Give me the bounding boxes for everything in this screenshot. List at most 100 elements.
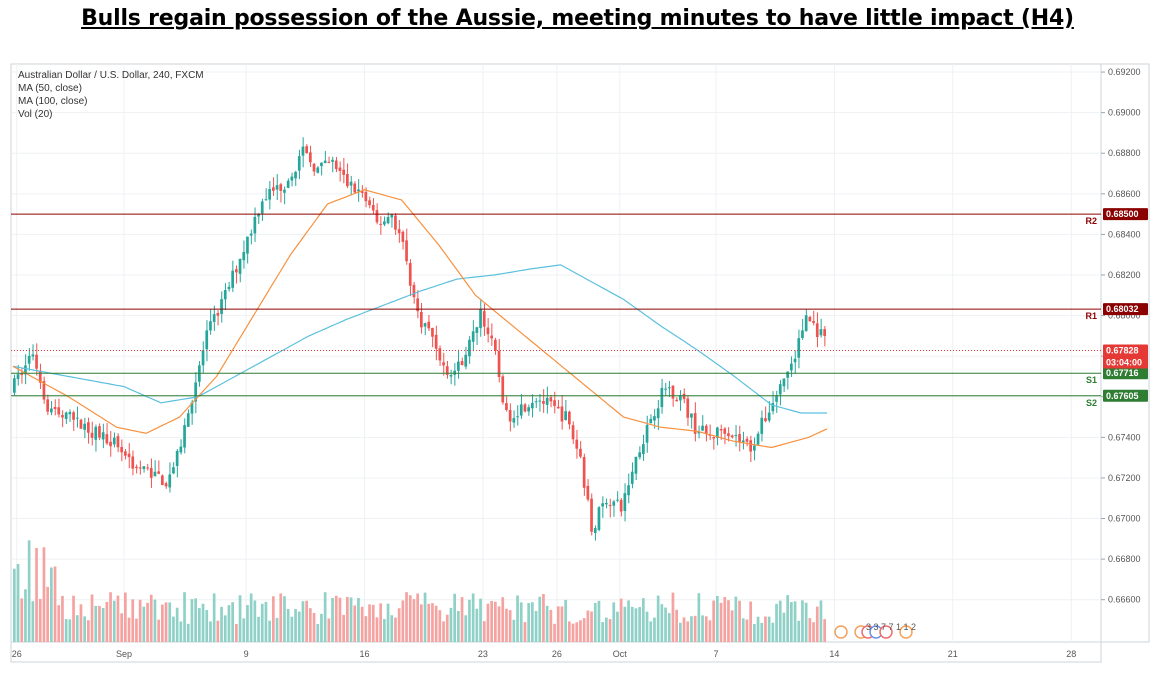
event-flag-icon[interactable]	[834, 625, 848, 639]
candle-body	[286, 180, 290, 188]
volume-bar	[172, 616, 175, 642]
volume-bar	[760, 622, 764, 642]
y-tick-label: 0.67400	[1108, 432, 1141, 442]
candle-body	[290, 176, 294, 181]
x-tick-label: 14	[829, 649, 839, 659]
volume-bar	[83, 616, 86, 642]
volume-bar	[793, 601, 797, 642]
volume-bar	[434, 605, 438, 642]
candle-body	[223, 290, 227, 300]
volume-bar	[379, 603, 382, 642]
volume-bar	[186, 623, 190, 642]
volume-bar	[46, 586, 49, 642]
volume-bar	[682, 617, 686, 642]
candle-body	[623, 493, 627, 511]
y-tick-label: 0.67000	[1108, 514, 1141, 524]
candle-body	[368, 200, 371, 206]
volume-bar	[675, 609, 678, 642]
volume-bar	[738, 600, 741, 642]
y-tick-label: 0.67200	[1108, 473, 1141, 483]
volume-bar	[297, 611, 301, 642]
candle-body	[612, 501, 616, 506]
candle-body	[560, 406, 564, 422]
candle-body	[516, 416, 519, 418]
volume-bar	[775, 603, 778, 642]
candle-body	[671, 385, 675, 399]
candle-body	[349, 181, 353, 186]
volume-bar	[168, 602, 172, 642]
volume-bar	[312, 612, 316, 642]
volume-bar	[205, 609, 209, 642]
volume-bar	[464, 615, 468, 642]
candle-body	[338, 167, 342, 171]
volume-bar	[564, 599, 567, 642]
candle-body	[778, 384, 782, 395]
candle-body	[364, 191, 368, 202]
volume-bar	[808, 618, 812, 642]
candle-body	[408, 263, 412, 286]
candle-body	[734, 435, 738, 437]
volume-bar	[586, 610, 590, 642]
event-markers[interactable]: 3 3 7 7 1 1 2	[834, 622, 916, 639]
event-flag-icon[interactable]	[879, 625, 893, 639]
event-flag-icon[interactable]	[899, 625, 913, 639]
volume-bar	[268, 620, 271, 642]
candle-body	[619, 499, 623, 512]
candle-body	[401, 231, 405, 242]
volume-bar	[223, 615, 227, 642]
volume-bar	[249, 593, 253, 642]
candle-body	[730, 435, 734, 438]
volume-bar	[334, 595, 338, 642]
candle-body	[719, 429, 723, 431]
candle-body	[153, 471, 157, 477]
x-tick-labels: 26 Sep 9 16 23 26 Oct 7 14 21 28	[12, 649, 1077, 659]
volume-bar	[764, 616, 767, 642]
volume-bar	[386, 603, 390, 642]
candle-body	[235, 269, 238, 273]
candle-body	[390, 214, 394, 218]
candle-body	[216, 313, 220, 316]
volume-bar	[301, 601, 305, 642]
candle-body	[331, 159, 334, 162]
candle-body	[105, 434, 109, 444]
level-name-s1: S1	[1086, 375, 1097, 385]
candle-body	[508, 409, 512, 422]
volume-bar	[823, 619, 826, 642]
candle-body	[660, 387, 664, 408]
volume-bar	[568, 621, 571, 642]
candle-body	[138, 467, 142, 469]
candle-body	[27, 355, 31, 364]
candle-body	[149, 467, 153, 478]
volume-bar	[560, 606, 564, 642]
volume-bar	[431, 603, 434, 642]
price-tags: 0.68500 0.68032 0.67716 0.67605 0.67828 03:04…	[1103, 208, 1148, 402]
volume-bar	[164, 602, 168, 642]
candle-body	[98, 426, 101, 438]
volume-bar	[723, 597, 727, 642]
candle-body	[323, 160, 327, 164]
volume-bar	[368, 604, 371, 642]
candle-body	[386, 216, 390, 224]
candle-body	[523, 404, 527, 412]
volume-bar	[275, 617, 279, 642]
candle-body	[497, 350, 501, 377]
volume-bar	[490, 600, 493, 642]
candle-body	[616, 499, 619, 501]
volume-bar	[590, 611, 593, 642]
candle-body	[360, 190, 364, 193]
volume-bar	[61, 595, 64, 642]
volume-bar	[416, 593, 419, 642]
volume-bar	[87, 620, 90, 642]
candle-body	[553, 400, 556, 406]
volume-bar	[331, 597, 334, 642]
volume-bar	[27, 540, 31, 642]
volume-bar	[708, 620, 712, 642]
candle-body	[501, 376, 505, 403]
volume-bar	[741, 618, 745, 642]
volume-bar	[701, 615, 704, 642]
price-tag-label-r2: 0.68500	[1106, 209, 1139, 219]
volume-bar	[804, 602, 808, 642]
candle-body	[494, 339, 497, 351]
candle-body	[815, 323, 819, 338]
